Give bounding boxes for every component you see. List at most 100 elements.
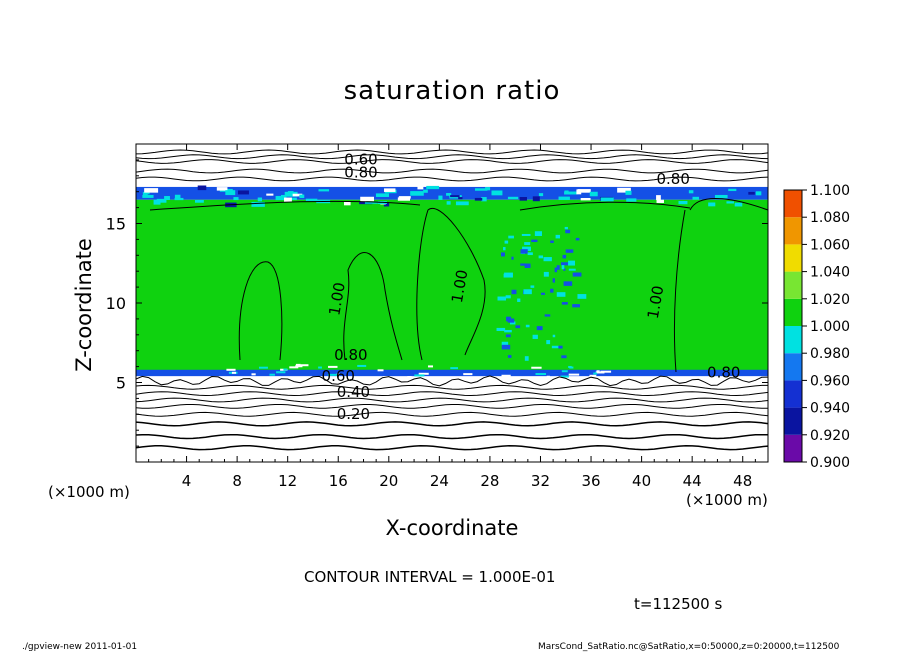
field-streak bbox=[438, 195, 443, 200]
field-speckle bbox=[572, 272, 582, 277]
field-speckle bbox=[595, 371, 605, 374]
field-streak bbox=[458, 197, 463, 200]
field-streak bbox=[625, 190, 632, 195]
field-speckle bbox=[540, 292, 545, 295]
field-streak bbox=[474, 197, 483, 201]
field-speckle bbox=[231, 371, 237, 374]
x-tick-label: 44 bbox=[683, 472, 702, 490]
field-speckle bbox=[538, 255, 544, 259]
field-speckle bbox=[543, 257, 552, 262]
contour-label: 1.00 bbox=[448, 268, 472, 304]
y-ticks: 5 10 15 bbox=[106, 159, 768, 447]
x-unit-left: (×1000 m) bbox=[48, 483, 130, 501]
x-ticks: 4 8 12 16 20 24 28 32 36 40 44 48 bbox=[148, 144, 756, 490]
field-streak bbox=[318, 189, 330, 192]
field-streak bbox=[216, 187, 228, 191]
field-streak bbox=[519, 196, 527, 201]
field-streak bbox=[375, 193, 390, 197]
contour-label: 0.40 bbox=[337, 383, 370, 401]
contour-interval-label: CONTOUR INTERVAL = 1.000E-01 bbox=[304, 568, 556, 586]
field-speckle bbox=[556, 265, 560, 270]
field-streak bbox=[384, 188, 396, 192]
field-streak bbox=[423, 189, 428, 193]
x-tick-label: 24 bbox=[430, 472, 449, 490]
field-speckle bbox=[258, 366, 268, 369]
field-speckle bbox=[501, 341, 509, 346]
field-speckle bbox=[300, 364, 309, 367]
contour-line bbox=[416, 207, 486, 361]
field-speckle bbox=[524, 263, 531, 268]
field-speckle bbox=[550, 288, 554, 293]
field-speckle bbox=[501, 344, 511, 350]
field-streak bbox=[734, 202, 743, 207]
field-speckle bbox=[328, 365, 338, 368]
field-speckle bbox=[357, 364, 367, 367]
field-speckle bbox=[505, 295, 511, 299]
field-speckle bbox=[524, 356, 529, 361]
colorbar-label: 1.020 bbox=[810, 292, 850, 308]
field-speckle bbox=[511, 289, 517, 295]
field-speckle bbox=[530, 285, 535, 288]
contour-line bbox=[343, 252, 403, 361]
field-speckle bbox=[563, 268, 566, 271]
field-streak bbox=[558, 196, 570, 200]
field-speckle bbox=[507, 318, 515, 323]
field-speckle bbox=[517, 298, 521, 302]
field-streak bbox=[144, 188, 159, 193]
y-tick-label: 10 bbox=[106, 294, 126, 313]
field-streak bbox=[755, 191, 762, 196]
field-speckle bbox=[497, 296, 507, 301]
field-streak bbox=[564, 191, 578, 195]
field-speckle bbox=[276, 371, 286, 374]
field-speckle bbox=[496, 327, 506, 331]
field-streak bbox=[397, 197, 411, 201]
field-speckle bbox=[568, 260, 576, 266]
contour-line bbox=[135, 154, 769, 160]
contour-line bbox=[135, 445, 769, 451]
colorbar-segment bbox=[784, 407, 802, 435]
x-tick-label: 36 bbox=[581, 472, 600, 490]
field-streak bbox=[257, 197, 263, 202]
colorbar-label: 1.040 bbox=[810, 265, 850, 281]
field-speckle bbox=[407, 376, 412, 379]
field-streak bbox=[251, 201, 265, 207]
field-streak bbox=[142, 194, 154, 198]
field-speckle bbox=[543, 271, 549, 277]
x-tick-label: 20 bbox=[379, 472, 398, 490]
field-speckle bbox=[515, 325, 521, 329]
colorbar-segment bbox=[784, 217, 802, 245]
footer-left: ./gpview-new 2011-01-01 bbox=[22, 642, 138, 652]
field-speckle bbox=[289, 366, 299, 369]
field-speckle bbox=[523, 289, 532, 295]
colorbar-label: 0.920 bbox=[810, 428, 850, 444]
field-streak bbox=[491, 190, 503, 196]
colorbar-segment bbox=[784, 271, 802, 299]
field-streak bbox=[748, 191, 755, 195]
x-tick-label: 40 bbox=[632, 472, 651, 490]
field-speckle bbox=[507, 355, 512, 358]
field-speckle bbox=[572, 304, 580, 308]
field-streak bbox=[455, 201, 469, 206]
field-speckle bbox=[546, 340, 551, 345]
footer-right: MarsCond_SatRatio.nc@SatRatio,x=0:50000,… bbox=[538, 642, 840, 652]
colorbar-segment bbox=[784, 244, 802, 272]
contour-line bbox=[135, 375, 769, 387]
field-streak bbox=[726, 201, 734, 204]
contour-label: 0.20 bbox=[337, 405, 370, 423]
contour-line bbox=[135, 391, 769, 397]
colorbar-segment bbox=[784, 326, 802, 354]
field-streak bbox=[164, 196, 170, 200]
field-streak bbox=[237, 190, 249, 195]
field-speckle bbox=[568, 373, 580, 376]
field-speckle bbox=[544, 314, 551, 317]
field-speckle bbox=[522, 246, 531, 251]
x-tick-label: 48 bbox=[733, 472, 752, 490]
field-speckle bbox=[327, 373, 338, 376]
field-speckle bbox=[551, 345, 559, 349]
contour-line bbox=[149, 200, 691, 211]
colorbar-segment bbox=[784, 190, 802, 218]
contour-line bbox=[135, 384, 768, 390]
field-streak bbox=[233, 197, 239, 201]
